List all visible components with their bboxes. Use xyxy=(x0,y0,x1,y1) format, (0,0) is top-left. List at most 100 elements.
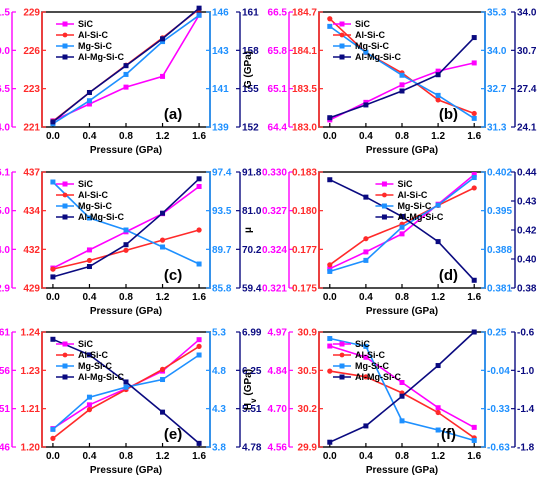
x-tick-label: 0.8 xyxy=(395,292,409,303)
data-point xyxy=(196,352,202,358)
data-point xyxy=(327,177,333,183)
x-axis-label: Pressure (GPa) xyxy=(366,306,438,317)
x-tick-label: 0.8 xyxy=(119,451,133,462)
y-tick-label: 152 xyxy=(242,123,259,134)
y-tick-label: 6.99 xyxy=(242,328,262,339)
legend-marker xyxy=(62,341,68,347)
data-point xyxy=(86,98,92,104)
legend-label: Al-Si-C xyxy=(78,350,108,360)
y-tick-label: 164.0 xyxy=(0,123,10,134)
legend-label: Al-Mg-Si-C xyxy=(397,212,443,222)
legend-marker xyxy=(339,374,345,380)
legend-label: Al-Mg-Si-C xyxy=(355,52,401,62)
data-point xyxy=(435,363,441,369)
legend-marker xyxy=(62,43,68,49)
data-point xyxy=(435,409,441,416)
y-tick-label: 66.5 xyxy=(268,8,288,19)
y-tick-label: 229 xyxy=(23,8,40,19)
y-tick-label: 158 xyxy=(242,46,259,57)
data-point xyxy=(86,407,93,413)
legend-label: Mg-Si-C xyxy=(78,201,112,211)
data-point xyxy=(159,237,166,243)
data-point xyxy=(86,394,92,400)
legend-label: Al-Si-C xyxy=(78,30,108,40)
y-tick-label: 4.56 xyxy=(268,443,288,454)
legend-label: Al-Mg-Si-C xyxy=(355,372,401,382)
data-point xyxy=(160,409,166,415)
y-tick-label: 146 xyxy=(212,8,229,19)
y-tick-label: 4.97 xyxy=(268,328,288,339)
legend-label: Mg-Si-C xyxy=(355,41,389,51)
data-point xyxy=(363,343,369,349)
x-tick-label: 1.2 xyxy=(156,451,170,462)
legend-marker xyxy=(339,363,345,369)
data-point xyxy=(327,336,333,342)
data-point xyxy=(196,261,202,267)
x-axis-label: Pressure (GPa) xyxy=(90,306,162,317)
x-tick-label: 1.6 xyxy=(192,451,206,462)
data-point xyxy=(196,337,202,343)
x-tick-label: 0.8 xyxy=(395,131,409,142)
y-tick-label: 34.0 xyxy=(517,8,537,19)
y-axis-label-text: H xyxy=(243,403,254,410)
data-point xyxy=(86,257,93,264)
y-tick-label: 0.177 xyxy=(292,245,317,256)
y-tick-label: -0.63 xyxy=(487,443,510,454)
data-point xyxy=(160,39,166,45)
data-point xyxy=(50,119,56,125)
y-tick-label: 0.44 xyxy=(517,168,537,179)
data-point xyxy=(471,424,477,430)
data-point xyxy=(399,379,405,385)
y-tick-label: 31.3 xyxy=(487,123,507,134)
legend-marker xyxy=(381,181,387,187)
legend-marker xyxy=(62,192,68,198)
y-tick-label: 2.51 xyxy=(0,404,10,415)
data-point xyxy=(86,215,92,221)
data-point xyxy=(363,249,369,255)
data-point xyxy=(363,194,369,200)
y-tick-label: 0.402 xyxy=(487,168,512,179)
x-axis-label: Pressure (GPa) xyxy=(90,145,162,156)
data-point xyxy=(363,49,369,55)
legend-label: Mg-Si-C xyxy=(355,361,389,371)
x-tick-label: 0.0 xyxy=(46,131,60,142)
data-point xyxy=(363,99,369,105)
y-tick-label: 30.5 xyxy=(298,366,318,377)
legend-marker xyxy=(62,374,68,380)
y-tick-label: 1.23 xyxy=(21,366,41,377)
legend-label: SiC xyxy=(78,339,94,349)
x-tick-label: 0.4 xyxy=(83,451,97,462)
data-point xyxy=(196,176,202,182)
legend-label: Al-Mg-Si-C xyxy=(78,372,124,382)
y-tick-label: 432 xyxy=(23,245,40,256)
y-axis-label-sub: v xyxy=(249,398,258,403)
legend-marker xyxy=(339,54,345,60)
panel-1: 0.0 0.4 0.8 1.2 1.6 Pressure (GPa) 64.4 65.1 65.… xyxy=(243,8,537,157)
legend-label: Al-Si-C xyxy=(397,190,427,200)
y-tick-label: 437 xyxy=(23,168,40,179)
y-tick-label: 0.395 xyxy=(487,206,512,217)
data-point xyxy=(399,82,405,88)
x-tick-label: 0.4 xyxy=(359,292,373,303)
y-tick-label: -1.0 xyxy=(517,366,535,377)
data-point xyxy=(363,354,369,360)
data-point xyxy=(196,227,202,233)
y-tick-label: 223 xyxy=(23,84,40,95)
x-tick-label: 0.0 xyxy=(323,451,337,462)
y-tick-label: 4.8 xyxy=(212,366,226,377)
data-point xyxy=(399,224,405,230)
data-point xyxy=(196,440,202,446)
y-tick-label: 0.38 xyxy=(517,284,537,295)
y-tick-label: 155 xyxy=(242,84,259,95)
data-point xyxy=(363,374,369,380)
y-tick-label: 0.327 xyxy=(262,206,287,217)
data-point xyxy=(123,63,129,69)
data-point xyxy=(86,264,92,270)
data-point xyxy=(471,185,477,191)
x-axis-label: Pressure (GPa) xyxy=(90,465,162,476)
y-tick-label: 2.56 xyxy=(0,366,10,377)
y-tick-label: 0.180 xyxy=(292,206,317,217)
panel-5: 0.0 0.4 0.8 1.2 1.6 Pressure (GPa) 4.56 4.70 4.8… xyxy=(243,328,535,477)
x-tick-label: 1.2 xyxy=(431,131,445,142)
